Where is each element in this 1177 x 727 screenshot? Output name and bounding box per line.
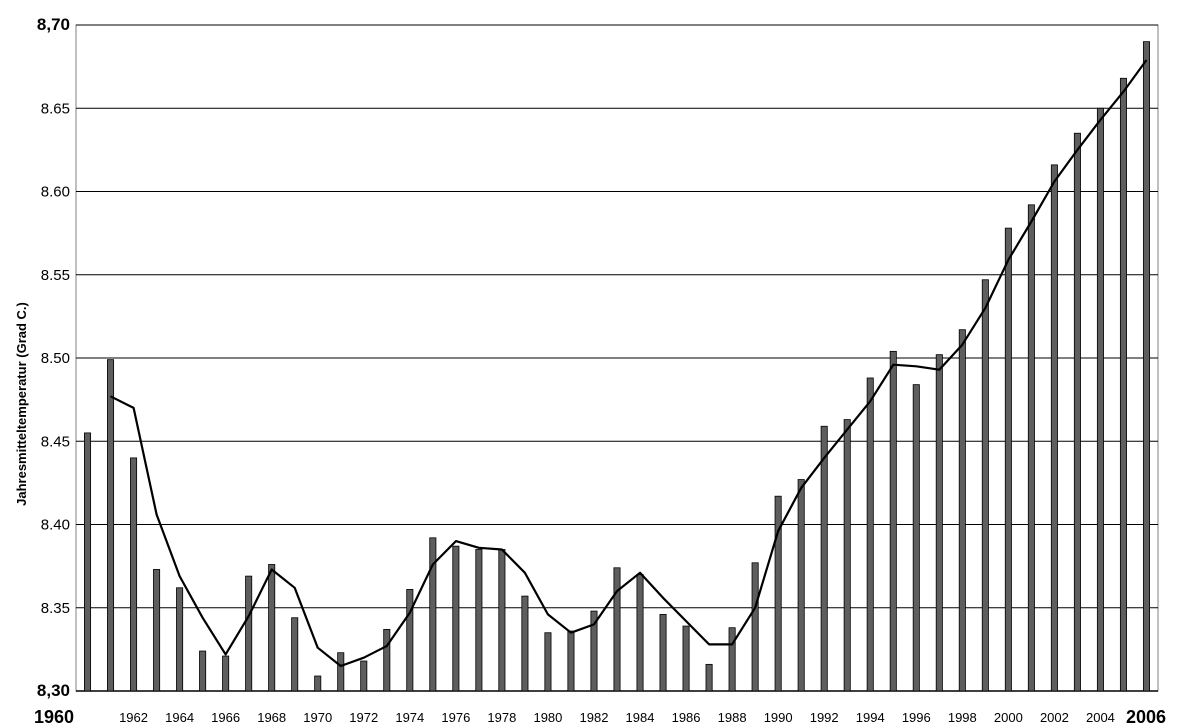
x-tick-label: 2004 (1086, 710, 1115, 725)
bar-1966 (222, 655, 230, 692)
x-tick-label: 2000 (994, 710, 1023, 725)
x-tick-label: 1962 (119, 710, 148, 725)
bar-1984 (636, 574, 644, 692)
x-tick-label: 1992 (810, 710, 839, 725)
x-axis-ticks: 1960 1962 1964 1966 1968 1970 1972 1974 1976 1978… (34, 707, 1166, 727)
bar-1997 (935, 354, 943, 692)
y-tick-label: 8.65 (41, 100, 70, 117)
bar-1987 (705, 663, 713, 692)
bar-1976 (452, 545, 460, 692)
y-tick-label: 8.40 (41, 517, 70, 534)
x-tick-label: 1960 (34, 707, 74, 727)
bar-1978 (498, 549, 506, 692)
trend-line (110, 59, 1148, 668)
bar-1979 (521, 595, 529, 692)
x-tick-label: 1974 (395, 710, 424, 725)
x-tick-label: 1984 (626, 710, 655, 725)
y-axis-ticks: 8,30 8.35 8.40 8.45 8.50 8.55 8.60 8.65 8,70 (37, 15, 70, 700)
bar-series (84, 41, 1150, 692)
x-tick-label: 1970 (303, 710, 332, 725)
bar-1965 (199, 650, 207, 692)
bar-1964 (176, 587, 184, 692)
y-axis-label: Jahresmitteltemperatur (Grad C.) (14, 302, 29, 506)
bar-1998 (958, 329, 966, 692)
bar-1982 (590, 610, 598, 692)
x-tick-label: 1982 (580, 710, 609, 725)
bar-1990 (774, 495, 782, 692)
x-tick-label: 2006 (1126, 707, 1166, 727)
x-tick-label: 1980 (533, 710, 562, 725)
bar-2006 (1142, 41, 1150, 692)
x-tick-label: 1986 (672, 710, 701, 725)
bar-1989 (751, 562, 759, 692)
bar-1993 (843, 419, 851, 692)
y-tick-label: 8.35 (41, 600, 70, 617)
bar-1995 (889, 350, 897, 692)
bar-1967 (245, 575, 253, 692)
bar-2000 (1004, 227, 1012, 692)
x-tick-label: 1964 (165, 710, 194, 725)
gridlines (76, 24, 1158, 692)
bar-1970 (314, 675, 322, 692)
bar-1960 (84, 432, 92, 692)
y-tick-label: 8.60 (41, 184, 70, 201)
y-tick-label: 8.50 (41, 350, 70, 367)
y-tick-label: 8,70 (37, 15, 70, 34)
x-tick-label: 1988 (718, 710, 747, 725)
x-tick-label: 1972 (349, 710, 378, 725)
bar-1975 (429, 537, 437, 692)
bar-1980 (544, 632, 552, 692)
bar-1977 (475, 549, 483, 692)
bar-1969 (291, 617, 299, 692)
bar-1988 (728, 627, 736, 692)
x-tick-label: 1966 (211, 710, 240, 725)
bar-1962 (130, 457, 138, 692)
x-tick-label: 1968 (257, 710, 286, 725)
bar-1963 (153, 569, 161, 692)
bar-1961 (107, 359, 115, 692)
x-tick-label: 1994 (856, 710, 885, 725)
bar-1974 (406, 589, 414, 692)
x-tick-label: 1998 (948, 710, 977, 725)
bar-1991 (797, 479, 805, 692)
bar-1973 (383, 628, 391, 692)
x-tick-label: 1990 (764, 710, 793, 725)
bar-2002 (1050, 164, 1058, 692)
bar-1983 (613, 567, 621, 692)
bar-1985 (659, 614, 667, 692)
bar-2004 (1096, 107, 1104, 692)
bar-1971 (337, 652, 345, 692)
bar-2003 (1073, 132, 1081, 692)
bar-1996 (912, 384, 920, 692)
bar-1972 (360, 660, 368, 692)
bar-1986 (682, 625, 690, 692)
x-tick-label: 1996 (902, 710, 931, 725)
x-tick-label: 1976 (441, 710, 470, 725)
bar-1981 (567, 630, 575, 692)
x-tick-label: 1978 (487, 710, 516, 725)
y-tick-label: 8.45 (41, 433, 70, 450)
x-tick-label: 2002 (1040, 710, 1069, 725)
y-tick-label: 8.55 (41, 267, 70, 284)
bar-1999 (981, 279, 989, 692)
bar-2005 (1119, 77, 1127, 692)
bar-2001 (1027, 204, 1035, 692)
bar-1992 (820, 425, 828, 692)
bar-1968 (268, 564, 276, 692)
trend-line-group (110, 59, 1148, 668)
bar-1994 (866, 377, 874, 692)
y-tick-label: 8,30 (37, 681, 70, 700)
